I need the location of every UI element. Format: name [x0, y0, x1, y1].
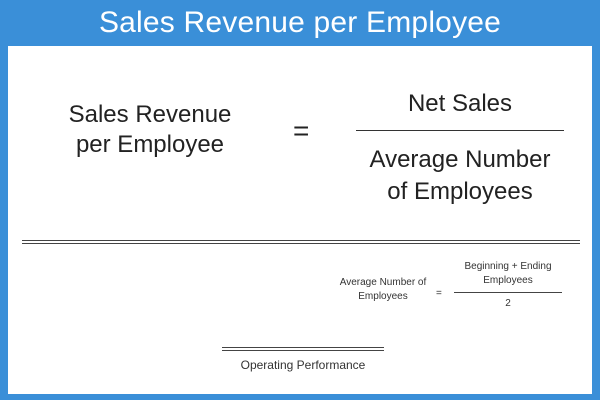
main-equals-sign: = [293, 115, 310, 146]
main-formula-denominator: Average Number of Employees [369, 146, 551, 205]
formula-panel: Sales Revenue per Employee = Net Sales A… [8, 46, 592, 394]
main-fraction-line [356, 130, 564, 131]
footer-divider-top [222, 347, 384, 348]
footer-divider-bottom [222, 350, 384, 351]
section-divider-top [22, 240, 580, 241]
footer-label: Operating Performance [240, 358, 366, 372]
secondary-formula-numerator: Beginning + Ending Employees [464, 261, 552, 286]
main-formula-numerator: Net Sales [407, 90, 513, 117]
secondary-equals-sign: = [436, 288, 442, 299]
section-divider-bottom [22, 243, 580, 244]
secondary-formula-left-term: Average Number of Employees [339, 277, 427, 302]
main-formula-left-term: Sales Revenue per Employee [68, 101, 232, 158]
secondary-fraction-line [454, 292, 562, 293]
secondary-formula-denominator: 2 [505, 298, 511, 309]
page-title: Sales Revenue per Employee [98, 6, 502, 39]
